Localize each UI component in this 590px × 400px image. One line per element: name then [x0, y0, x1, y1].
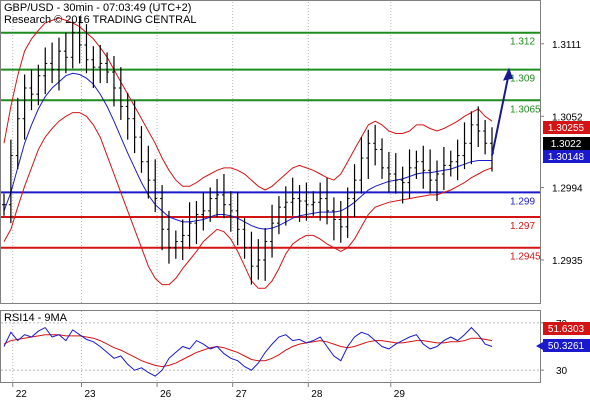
support-resistance-levels: 1.312 1.309 1.3065 1.299 1.297 1.2945 — [1, 31, 541, 263]
rsi-tag — [543, 339, 590, 352]
x-tick-label: 28 — [311, 389, 323, 400]
x-tick-label: 29 — [394, 389, 406, 400]
bollinger-upper-line — [3, 17, 493, 191]
price-tag — [543, 121, 590, 134]
y-tick-label: 1.2994 — [552, 184, 583, 195]
bollinger-lower-line — [3, 112, 493, 289]
price-tag — [543, 150, 590, 163]
x-tick-label: 22 — [16, 389, 28, 400]
x-tick-label: 23 — [84, 389, 96, 400]
rsi-tag — [543, 322, 590, 335]
level-label: 1.299 — [510, 196, 535, 207]
x-tick-label: 27 — [236, 389, 248, 400]
price-bars — [2, 16, 494, 285]
level-label: 1.297 — [510, 221, 535, 232]
rsi-ma-line — [3, 334, 493, 368]
rsi-y-tick-label: 30 — [556, 366, 568, 377]
price-panel-frame — [0, 0, 541, 304]
rsi-tag-pointer — [536, 342, 543, 350]
bollinger-bands — [3, 17, 493, 289]
rsi-tag-label: 51.6303 — [548, 324, 585, 335]
x-axis: 22 23 26 27 28 29 — [12, 382, 406, 400]
price-tag — [543, 137, 590, 150]
level-label: 1.309 — [510, 74, 535, 85]
y-tick-label: 1.3111 — [552, 40, 582, 51]
price-tags: 1.30255 1.3022 1.30148 51.6303 50.3261 — [536, 121, 590, 352]
chart-header-line1: GBP/USD - 30min - 07:03:49 (UTC+2) — [4, 2, 191, 14]
rsi-tag-label: 50.3261 — [548, 341, 585, 352]
forecast-arrow-head — [503, 67, 513, 81]
price-tag-label: 1.30148 — [548, 152, 585, 163]
y-tick-label: 1.2935 — [552, 256, 583, 267]
grid — [12, 2, 392, 382]
x-tick-label: 26 — [160, 389, 172, 400]
level-label: 1.312 — [510, 37, 535, 48]
price-tag-label: 1.30255 — [548, 123, 585, 134]
rsi-lines — [1, 322, 540, 377]
forecast-arrow-shaft — [491, 77, 509, 156]
level-label: 1.3065 — [510, 104, 541, 115]
forecast-arrow — [491, 67, 513, 156]
rsi-line — [3, 326, 493, 377]
rsi-panel-title: RSI14 - 9MA — [4, 312, 68, 324]
price-tag-label: 1.3022 — [551, 139, 582, 150]
moving-average-line — [3, 72, 492, 230]
level-label: 1.2945 — [510, 252, 541, 263]
y-tick-label: 1.3052 — [552, 112, 583, 123]
chart-header-line2: Research © 2016 TRADING CENTRAL — [4, 14, 197, 26]
